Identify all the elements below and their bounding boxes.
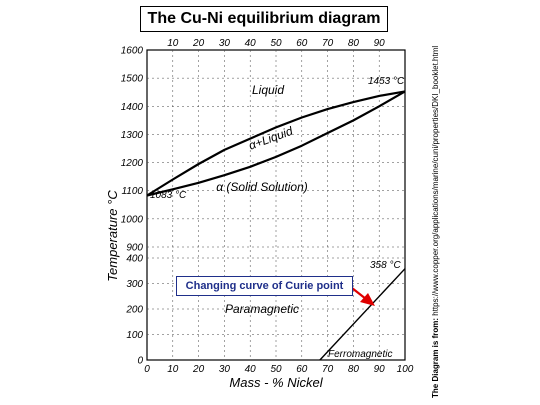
lower-y-tick-label: 0 (137, 356, 143, 367)
bottom-x-tick-label: 30 (219, 364, 231, 375)
upper-y-tick-label: 1100 (121, 186, 143, 197)
y-axis-label: Temperature °C (105, 190, 120, 282)
lower-y-tick-label: 400 (126, 254, 143, 265)
upper-y-tick-label: 1400 (121, 102, 144, 113)
top-x-tick-label: 70 (322, 38, 334, 49)
upper-y-tick-label: 1300 (121, 130, 144, 141)
upper-y-tick-label: 1000 (121, 214, 144, 225)
liquid-region-label: Liquid (252, 83, 284, 97)
callout-arrow (351, 287, 375, 306)
grid (147, 50, 405, 360)
bottom-x-tick-label: 70 (322, 364, 334, 375)
bottom-x-tick-label: 40 (245, 364, 257, 375)
top-x-tick-label: 40 (245, 38, 257, 49)
curie-curve (319, 268, 406, 361)
lower-y-tick-label: 100 (126, 330, 143, 341)
arrow-head (360, 293, 375, 306)
x-axis-label: Mass - % Nickel (229, 375, 323, 390)
cu-melting-point-label: 1083 °C (150, 190, 187, 201)
bottom-x-tick-label: 80 (348, 364, 360, 375)
top-x-ticks: 10 20 30 40 50 60 70 80 90 (167, 38, 385, 49)
bottom-x-tick-label: 20 (192, 364, 205, 375)
top-x-tick-label: 50 (270, 38, 282, 49)
upper-y-tick-label: 900 (126, 243, 143, 254)
ferromagnetic-label: Ferromagnetic (328, 349, 392, 360)
bottom-x-ticks: 0 10 20 30 40 50 60 70 80 90 100 (144, 364, 414, 375)
top-x-tick-label: 90 (374, 38, 386, 49)
solidus-curve (146, 90, 406, 197)
top-x-tick-label: 10 (167, 38, 179, 49)
lower-y-tick-label: 200 (125, 305, 143, 316)
bottom-x-tick-label: 50 (270, 364, 282, 375)
bottom-x-tick-label: 10 (167, 364, 179, 375)
lower-y-tick-label: 300 (126, 279, 143, 290)
curie-point-label: 358 °C (370, 260, 401, 271)
diagram-title: The Cu-Ni equilibrium diagram (140, 6, 388, 32)
top-x-tick-label: 80 (348, 38, 360, 49)
lower-y-ticks: 0 100 200 300 400 (125, 254, 143, 367)
solid-solution-label: α (Solid Solution) (216, 180, 308, 194)
top-x-tick-label: 60 (296, 38, 308, 49)
arrow-shaft (351, 287, 367, 300)
upper-y-tick-label: 1500 (121, 74, 144, 85)
paramagnetic-label: Paramagnetic (225, 302, 299, 316)
curie-callout: Changing curve of Curie point (176, 276, 353, 296)
bottom-x-tick-label: 60 (296, 364, 308, 375)
upper-y-tick-label: 1600 (121, 46, 144, 57)
bottom-x-tick-label: 90 (374, 364, 386, 375)
liquidus-curve (146, 90, 406, 197)
ni-melting-point-label: 1453 °C (368, 76, 405, 87)
two-phase-region-label: α+Liquid (247, 124, 295, 153)
curves (146, 90, 406, 361)
upper-y-tick-label: 1200 (121, 158, 144, 169)
top-x-tick-label: 20 (192, 38, 205, 49)
bottom-x-tick-label: 0 (144, 364, 150, 375)
upper-y-ticks: 900 1000 1100 1200 1300 1400 1500 1600 (121, 46, 144, 254)
top-x-tick-label: 30 (219, 38, 231, 49)
bottom-x-tick-label: 100 (397, 364, 414, 375)
